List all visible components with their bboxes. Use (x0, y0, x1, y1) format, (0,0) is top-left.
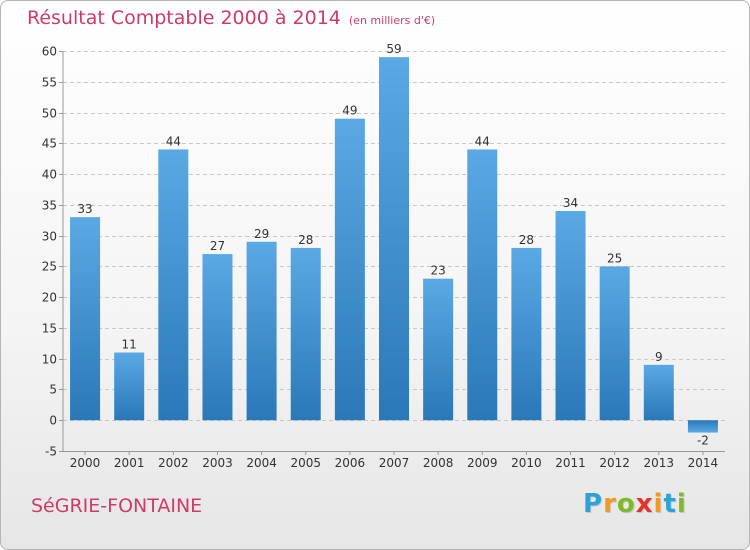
y-tick-label: 5 (49, 383, 57, 397)
y-tick-label: 25 (42, 260, 57, 274)
data-label: 29 (254, 227, 269, 241)
x-tick-label: 2004 (246, 456, 277, 470)
bar (687, 420, 718, 433)
x-tick-label: 2003 (202, 456, 233, 470)
bar (70, 217, 101, 421)
bar (643, 364, 674, 421)
data-label: 49 (342, 104, 357, 118)
data-label: -2 (697, 434, 709, 448)
y-tick-label: 45 (42, 137, 57, 151)
y-tick-label: 10 (42, 353, 57, 367)
data-label: 28 (298, 233, 313, 247)
bar (423, 278, 454, 421)
logo-letter: x (635, 489, 654, 519)
bar-layer (70, 57, 718, 433)
x-tick-label: 2002 (158, 456, 189, 470)
x-tick-label: 2005 (290, 456, 321, 470)
y-tick-label: 20 (42, 291, 57, 305)
chart-title: Résultat Comptable 2000 à 2014 (en millie… (27, 7, 435, 29)
commune-name: SéGRIE-FONTAINE (31, 495, 203, 517)
y-tick-label: 60 (42, 45, 57, 59)
data-label: 34 (563, 196, 578, 210)
bar (246, 241, 277, 421)
label-layer: 33 11 44 27 29 28 49 59 23 44 28 34 25 9 -2 (77, 42, 708, 447)
bar (202, 254, 233, 421)
y-tick-label: 35 (42, 199, 57, 213)
y-tick-label: 50 (42, 107, 57, 121)
bar (379, 57, 409, 421)
data-label: 25 (607, 251, 622, 265)
x-tick-label: 2012 (599, 456, 630, 470)
logo-letter: o (616, 489, 636, 519)
x-tick-label: 2010 (511, 456, 542, 470)
bar (290, 247, 321, 421)
x-tick-label: 2001 (114, 456, 145, 470)
chart-title-text: Résultat Comptable 2000 à 2014 (27, 7, 341, 29)
bar (158, 149, 189, 421)
data-label: 33 (77, 202, 92, 216)
x-tick-label: 2009 (467, 456, 498, 470)
data-label: 27 (210, 239, 225, 253)
bar (467, 149, 498, 421)
data-label: 11 (122, 338, 137, 352)
x-tick-label: 2014 (688, 456, 719, 470)
logo-letter: i (653, 489, 664, 519)
x-tick-label: 2007 (379, 456, 410, 470)
x-tick-label: 2013 (644, 456, 675, 470)
logo-letter: t (663, 489, 677, 519)
data-label: 9 (655, 350, 663, 364)
data-label: 28 (519, 233, 534, 247)
data-label: 44 (166, 134, 181, 148)
axis-layer: -5 0 5 10 15 20 25 30 35 40 45 50 55 60 2000 2001 2002 20… (42, 45, 725, 470)
bar (334, 118, 365, 421)
y-tick-label: 30 (42, 230, 57, 244)
x-tick-label: 2006 (335, 456, 366, 470)
bar (511, 247, 542, 421)
logo-letter: i (676, 489, 687, 519)
logo-letter: P (583, 489, 604, 519)
y-tick-label: 15 (42, 322, 57, 336)
data-label: 59 (386, 42, 401, 56)
data-label: 44 (475, 134, 490, 148)
y-tick-label: 40 (42, 168, 57, 182)
y-tick-label: -5 (45, 445, 57, 459)
bar (599, 266, 630, 421)
y-tick-label: 0 (49, 414, 57, 428)
chart-subtitle: (en milliers d'€) (348, 14, 436, 27)
proxiti-logo: Proxiti (583, 489, 687, 519)
x-tick-label: 2011 (555, 456, 586, 470)
y-tick-label: 55 (42, 76, 57, 90)
logo-letter: r (603, 489, 617, 519)
bar (555, 211, 586, 421)
data-label: 23 (430, 264, 445, 278)
x-tick-label: 2008 (423, 456, 454, 470)
x-tick-label: 2000 (70, 456, 101, 470)
bar (114, 352, 145, 421)
